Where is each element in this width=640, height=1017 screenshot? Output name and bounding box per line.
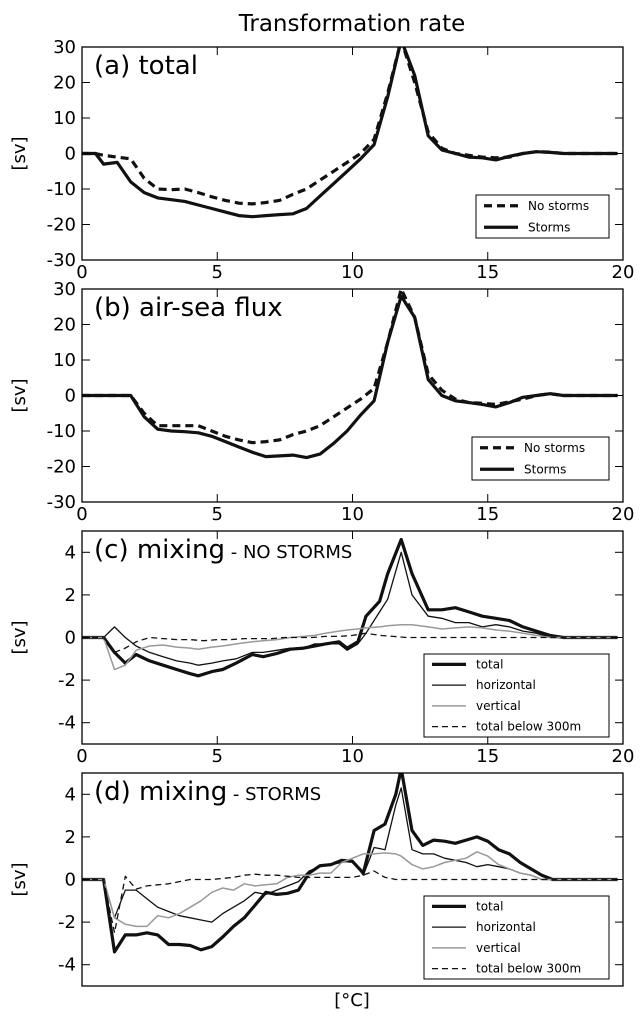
panel-d-ytick-label: 4 (65, 784, 76, 805)
panel-a-ytick-label: -30 (47, 250, 76, 271)
panel-b-ytick-label: 10 (53, 350, 76, 371)
panel-d-legend-label-total-below-300m: total below 300m (476, 962, 581, 976)
panel-c-xtick-label: 15 (476, 746, 499, 767)
panel-a-series-no-storms (82, 47, 618, 206)
panel-c-legend-label-total: total (476, 657, 503, 671)
panel-c-xtick-label: 20 (612, 746, 635, 767)
panel-c-ytick-label: 0 (65, 628, 76, 649)
panel-c-ytick-label: 2 (65, 585, 76, 606)
panel-b-legend: No storms Storms (471, 436, 610, 481)
panel-c-series-total (82, 537, 618, 678)
x-axis-label: [°C] (334, 990, 370, 1011)
panel-a-series-storms (82, 47, 618, 219)
panel-d-ytick-label: 0 (65, 870, 76, 891)
panel-a-xtick-label: 5 (212, 262, 223, 283)
panel-c-label: (c) mixing - NO STORMS (94, 535, 352, 565)
panel-b-ytick-label: 0 (65, 386, 76, 407)
panel-d-series-vertical (82, 851, 618, 928)
panel-a-ytick-label: -10 (47, 179, 76, 200)
panel-b-xtick-label: 10 (341, 504, 364, 525)
panel-d-legend-box (423, 895, 610, 980)
panel-d-legend-label-vertical: vertical (476, 941, 521, 955)
panel-b-ytick-label: 30 (53, 279, 76, 300)
panel-d-ytick-label: -4 (58, 955, 76, 976)
panel-b-ytick-label: 20 (53, 315, 76, 336)
panel-c-legend-label-vertical: vertical (476, 699, 521, 713)
panel-b-xtick-label: 0 (76, 504, 87, 525)
panel-a-legend: No storms Storms (475, 194, 610, 239)
panel-d-legend-label-horizontal: horizontal (476, 920, 536, 934)
panel-d-legend: total horizontal vertical total below 300m (423, 895, 610, 980)
panel-c-series-horizontal (82, 551, 618, 666)
panel-c-legend-label-total-below-300m: total below 300m (476, 720, 581, 734)
panel-b-ytick-label: -30 (47, 492, 76, 513)
panel-b-legend-box (471, 436, 610, 481)
panel-d-ylabel: [sv] (9, 862, 30, 896)
panel-a-ytick-label: 0 (65, 144, 76, 165)
panel-b-xtick-label: 20 (612, 504, 635, 525)
panel-d-ytick-label: 2 (65, 827, 76, 848)
panel-b-series-storms (82, 294, 618, 460)
panel-a-xtick-label: 15 (476, 262, 499, 283)
panel-c-ytick-label: 4 (65, 542, 76, 563)
panel-a-legend-label-no-storms: No storms (528, 199, 589, 213)
panel-b: -30 -20 -10 0 10 20 30 0 5 10 15 20 [sv] (b) air-sea … (9, 279, 634, 525)
panel-c-ytick-label: -4 (58, 713, 76, 734)
panel-b-ytick-label: -10 (47, 421, 76, 442)
panel-a-ytick-label: 30 (53, 37, 76, 58)
panel-a-ylabel: [sv] (9, 136, 30, 170)
panel-a-xtick-label: 10 (341, 262, 364, 283)
panel-c-legend-label-horizontal: horizontal (476, 678, 536, 692)
panel-c-xtick-label: 5 (212, 746, 223, 767)
panel-a-ytick-label: 10 (53, 108, 76, 129)
panel-c-ylabel: [sv] (9, 620, 30, 654)
panel-b-ytick-label: -20 (47, 457, 76, 478)
panel-d-legend-label-total: total (476, 899, 503, 913)
panel-a-ytick-label: -20 (47, 215, 76, 236)
panel-c-legend: total horizontal vertical total below 300m (423, 653, 610, 738)
panel-b-legend-label-no-storms: No storms (524, 441, 585, 455)
panel-c-xtick-label: 10 (341, 746, 364, 767)
panel-b-ylabel: [sv] (9, 378, 30, 412)
panel-a-label: (a) total (94, 51, 198, 81)
panel-a-xtick-label: 20 (612, 262, 635, 283)
panel-c-series-vertical (82, 623, 618, 671)
panel-b-xtick-label: 15 (476, 504, 499, 525)
panel-a-legend-label-storms: Storms (528, 220, 570, 234)
panel-a-legend-box (475, 194, 610, 239)
figure-title: Transformation rate (238, 11, 466, 37)
panel-d: -4 -2 0 2 4 [sv] (d) mixing - STORMS total horiz… (9, 772, 624, 987)
panel-c-xtick-label: 0 (76, 746, 87, 767)
panel-c-legend-box (423, 653, 610, 738)
panel-b-legend-label-storms: Storms (524, 462, 566, 476)
panel-a-ytick-label: 20 (53, 73, 76, 94)
panel-a: -30 -20 -10 0 10 20 30 0 5 10 15 20 [sv] (a) total No … (9, 37, 634, 283)
panel-d-ytick-label: -2 (58, 912, 76, 933)
panel-c-ytick-label: -2 (58, 670, 76, 691)
panel-c-series-total-below-300m (82, 632, 618, 654)
panel-b-label: (b) air-sea flux (94, 293, 283, 323)
panel-c: -4 -2 0 2 4 0 5 10 15 20 [sv] (c) mixing - NO STORM… (9, 530, 635, 767)
panel-a-xtick-label: 0 (76, 262, 87, 283)
panel-d-label: (d) mixing - STORMS (94, 777, 321, 807)
panel-b-xtick-label: 5 (212, 504, 223, 525)
